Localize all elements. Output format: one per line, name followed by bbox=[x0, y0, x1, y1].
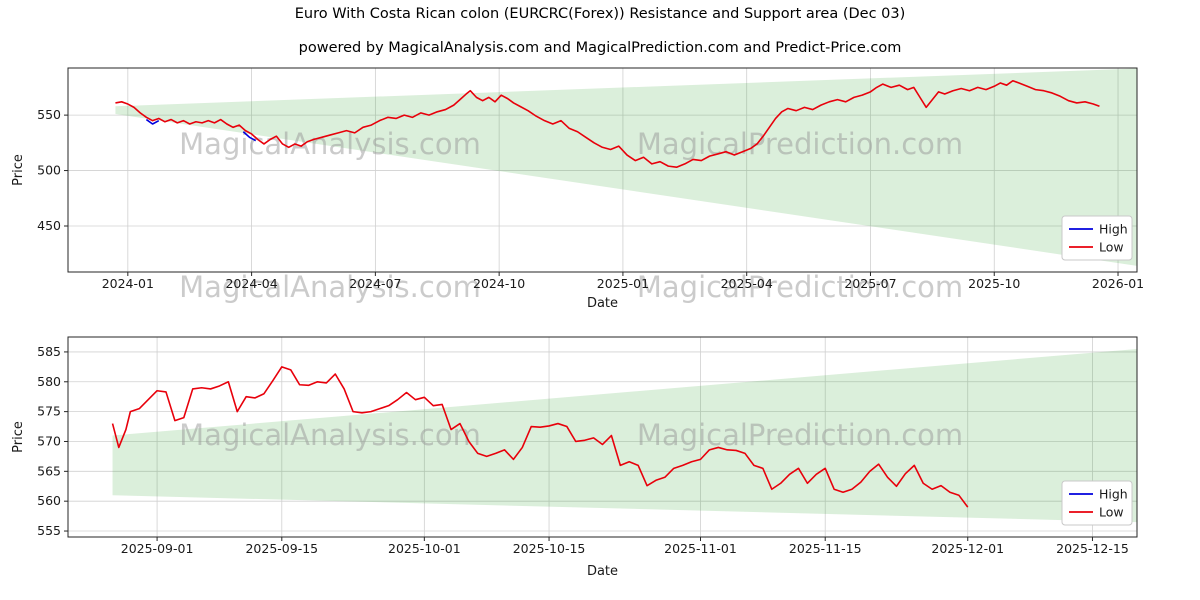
legend-label: Low bbox=[1099, 240, 1124, 255]
watermark-text: MagicalPrediction.com bbox=[637, 270, 963, 304]
chart-title: Euro With Costa Rican colon (EURCRC(Fore… bbox=[294, 6, 906, 22]
watermark-text: MagicalAnalysis.com bbox=[179, 270, 481, 304]
legend-label: Low bbox=[1099, 505, 1124, 520]
watermark-text: MagicalAnalysis.com bbox=[179, 418, 481, 452]
y-tick-label: 450 bbox=[37, 218, 61, 233]
x-tick-label: 2025-09-01 bbox=[121, 541, 194, 556]
x-tick-label: 2025-12-01 bbox=[931, 541, 1004, 556]
x-axis-label: Date bbox=[587, 564, 618, 579]
top-price-chart: MagicalAnalysis.com MagicalPrediction.com… bbox=[11, 67, 1144, 311]
x-tick-label: 2025-04 bbox=[721, 276, 773, 291]
support-resistance-area bbox=[112, 348, 1138, 523]
y-tick-label: 585 bbox=[37, 344, 61, 359]
y-tick-label: 500 bbox=[37, 163, 61, 178]
legend-label: High bbox=[1099, 487, 1128, 502]
high-line bbox=[242, 131, 257, 142]
bottom-price-chart: MagicalAnalysis.com MagicalPrediction.com… bbox=[11, 336, 1138, 579]
x-tick-label: 2025-01 bbox=[597, 276, 649, 291]
y-tick-label: 580 bbox=[37, 374, 61, 389]
plot-area: MagicalAnalysis.com MagicalPrediction.com… bbox=[11, 336, 1138, 579]
x-tick-label: 2025-07 bbox=[844, 276, 896, 291]
y-axis-label: Price bbox=[11, 421, 26, 453]
x-tick-label: 2025-10-01 bbox=[388, 541, 461, 556]
x-tick-label: 2026-01 bbox=[1092, 276, 1144, 291]
x-tick-label: 2025-10 bbox=[968, 276, 1020, 291]
watermark-text: MagicalPrediction.com bbox=[637, 418, 963, 452]
y-tick-label: 565 bbox=[37, 463, 61, 478]
x-tick-label: 2024-07 bbox=[349, 276, 401, 291]
plot-area: MagicalAnalysis.com MagicalPrediction.com… bbox=[11, 67, 1144, 311]
legend-box bbox=[1061, 480, 1133, 526]
y-tick-label: 575 bbox=[37, 404, 61, 419]
y-tick-label: 560 bbox=[37, 493, 61, 508]
plot-border bbox=[67, 67, 1138, 273]
y-tick-label: 570 bbox=[37, 433, 61, 448]
x-tick-label: 2025-10-15 bbox=[513, 541, 586, 556]
x-tick-label: 2025-11-15 bbox=[789, 541, 862, 556]
x-tick-label: 2024-01 bbox=[102, 276, 154, 291]
legend: High Low bbox=[1061, 215, 1133, 261]
support-resistance-area bbox=[115, 68, 1138, 266]
x-tick-label: 2024-04 bbox=[225, 276, 277, 291]
x-tick-label: 2025-09-15 bbox=[245, 541, 318, 556]
x-axis-label: Date bbox=[587, 296, 618, 311]
y-tick-label: 555 bbox=[37, 523, 61, 538]
y-tick-label: 550 bbox=[37, 107, 61, 122]
legend: High Low bbox=[1061, 480, 1133, 526]
x-tick-label: 2024-10 bbox=[473, 276, 525, 291]
high-line bbox=[145, 118, 160, 125]
watermark-text: MagicalPrediction.com bbox=[637, 127, 963, 161]
low-line bbox=[111, 366, 969, 508]
chart-subtitle: powered by MagicalAnalysis.com and Magic… bbox=[298, 40, 902, 56]
legend-box bbox=[1061, 215, 1133, 261]
legend-label: High bbox=[1099, 222, 1128, 237]
plot-border bbox=[67, 336, 1138, 538]
watermark-text: MagicalAnalysis.com bbox=[179, 127, 481, 161]
low-line bbox=[115, 79, 1100, 169]
x-tick-label: 2025-12-15 bbox=[1056, 541, 1129, 556]
x-tick-label: 2025-11-01 bbox=[664, 541, 737, 556]
y-axis-label: Price bbox=[11, 154, 26, 186]
